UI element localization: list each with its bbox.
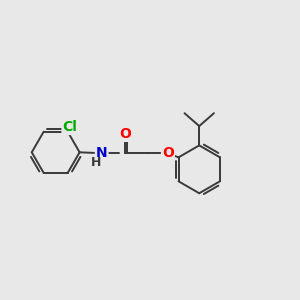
Text: N: N: [96, 146, 107, 160]
Text: H: H: [91, 156, 101, 169]
Text: O: O: [119, 127, 130, 141]
Text: Cl: Cl: [62, 120, 77, 134]
Text: O: O: [162, 146, 174, 160]
